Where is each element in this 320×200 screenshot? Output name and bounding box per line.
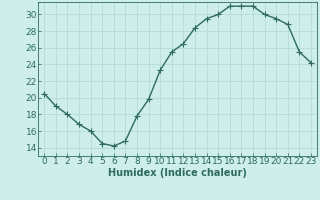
X-axis label: Humidex (Indice chaleur): Humidex (Indice chaleur) bbox=[108, 168, 247, 178]
